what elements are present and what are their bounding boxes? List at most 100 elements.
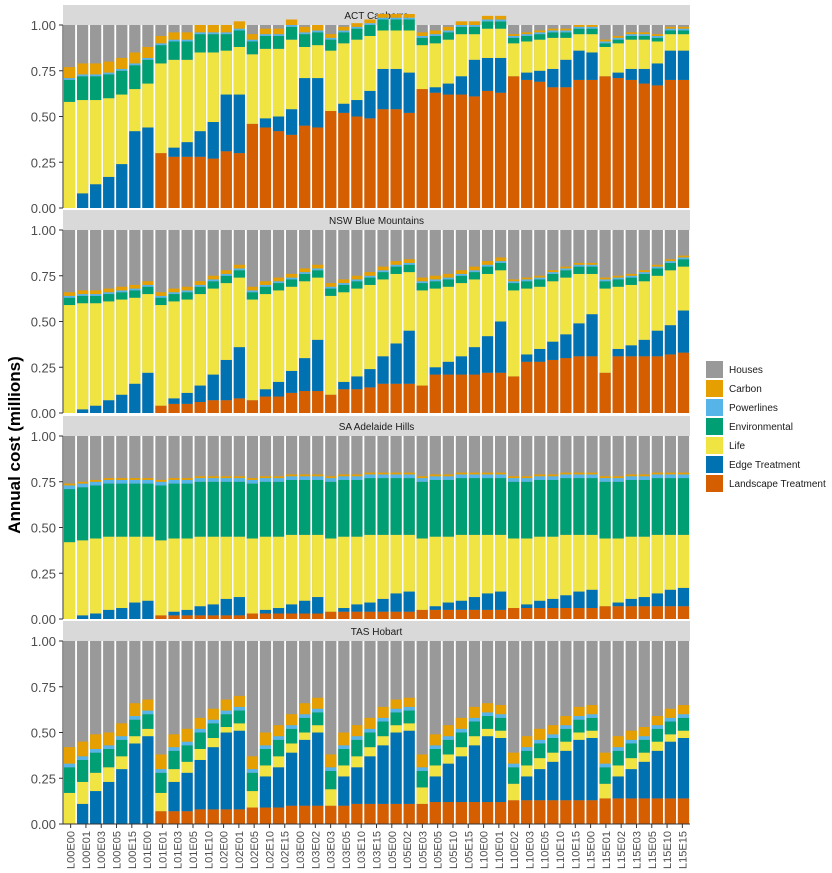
bar-segment-powerlines: [168, 747, 180, 751]
bar-segment-powerlines: [547, 272, 559, 274]
bar-segment-life: [612, 286, 624, 349]
bar-segment-edge: [129, 602, 141, 619]
bar-segment-carbon: [651, 716, 663, 726]
bar-segment-edge: [429, 87, 441, 93]
bar-segment-environmental: [194, 732, 206, 749]
bar-segment-landscape: [181, 403, 193, 413]
bar-segment-life: [547, 37, 559, 69]
bar-segment-life: [299, 281, 311, 359]
bar-segment-landscape: [194, 809, 206, 824]
bar-segment-carbon: [494, 15, 507, 20]
bar-segment-landscape: [612, 798, 624, 824]
bar-segment-carbon: [403, 259, 415, 263]
bar-segment-life: [403, 534, 415, 592]
bar-segment-environmental: [390, 19, 402, 31]
bar-segment-powerlines: [638, 476, 650, 480]
bar-segment-life: [534, 536, 546, 601]
bar-segment-environmental: [481, 266, 494, 274]
bar-segment-life: [638, 39, 650, 69]
bar-segment-environmental: [129, 719, 141, 737]
bar-segment-carbon: [625, 474, 637, 477]
bar-segment-landscape: [442, 374, 454, 413]
bar-segment-environmental: [442, 32, 454, 40]
bar-segment-powerlines: [207, 478, 219, 482]
bar-segment-powerlines: [155, 769, 167, 773]
bar-segment-landscape: [390, 383, 402, 413]
bar-segment-landscape: [612, 356, 624, 413]
bar-segment-environmental: [508, 37, 520, 44]
bar-segment-carbon: [325, 34, 337, 38]
bar-segment-carbon: [429, 30, 441, 35]
bar-segment-landscape: [416, 803, 428, 824]
bar-segment-landscape: [547, 359, 559, 413]
bar-segment-environmental: [63, 489, 76, 543]
bar-segment-environmental: [194, 481, 206, 537]
bar-segment-life: [168, 301, 180, 399]
bar-segment-environmental: [299, 479, 311, 535]
bar-segment-environmental: [494, 478, 507, 535]
bar-segment-carbon: [325, 754, 337, 768]
bar-segment-landscape: [494, 372, 507, 413]
bar-segment-landscape: [416, 385, 428, 413]
bar-segment-environmental: [481, 21, 494, 29]
bar-segment-landscape: [521, 800, 533, 824]
bar-segment-environmental: [338, 284, 350, 293]
bar-segment-landscape: [220, 615, 232, 619]
bar-segment-life: [351, 536, 363, 605]
bar-segment-landscape: [534, 608, 546, 619]
bar-segment-powerlines: [573, 474, 585, 479]
bar-segment-life: [364, 35, 376, 91]
x-tick-label: L02E05: [249, 831, 261, 869]
bar-segment-life: [468, 736, 481, 746]
bar-segment-edge: [299, 600, 311, 614]
bar-segment-life: [612, 43, 624, 73]
bar-segment-edge: [364, 369, 376, 388]
bar-segment-landscape: [351, 116, 363, 208]
bar-segment-life: [351, 39, 363, 101]
bar-segment-landscape: [560, 608, 572, 619]
bar-segment-environmental: [429, 281, 441, 289]
bar-segment-carbon: [638, 32, 650, 35]
bar-segment-life: [390, 273, 402, 344]
bar-segment-edge: [534, 348, 546, 362]
bar-segment-landscape: [664, 606, 677, 619]
bar-segment-edge: [181, 392, 193, 404]
bar-segment-powerlines: [103, 479, 115, 484]
bar-segment-powerlines: [677, 257, 690, 260]
bar-segment-powerlines: [168, 39, 180, 42]
bar-segment-carbon: [468, 472, 481, 475]
x-tick-label: L10E02: [509, 831, 521, 869]
bar-segment-life: [90, 538, 102, 614]
bar-segment-powerlines: [76, 294, 89, 296]
bar-segment-edge: [259, 776, 272, 808]
bar-segment-landscape: [547, 87, 559, 208]
bar-segment-edge: [207, 747, 219, 810]
bar-segment-carbon: [272, 277, 285, 282]
bar-segment-life: [90, 100, 102, 185]
bar-segment-environmental: [547, 479, 559, 537]
y-tick-label: 0.75: [31, 64, 56, 79]
bar-segment-edge: [351, 604, 363, 612]
bar-segment-carbon: [90, 63, 102, 75]
bar-segment-life: [168, 59, 180, 148]
panel-background: [63, 641, 690, 824]
x-tick-label: L03E02: [310, 831, 322, 869]
bar-segment-powerlines: [63, 78, 76, 80]
bar-segment-edge: [90, 405, 102, 413]
x-tick-label: L01E10: [203, 831, 215, 869]
bar-segment-carbon: [547, 28, 559, 31]
bar-segment-environmental: [103, 74, 115, 99]
bar-segment-life: [246, 791, 259, 808]
bar-segment-environmental: [442, 739, 454, 755]
bar-segment-environmental: [534, 479, 546, 537]
bar-segment-life: [534, 758, 546, 770]
bar-segment-powerlines: [416, 35, 428, 38]
bar-segment-life: [194, 52, 206, 132]
bar-segment-landscape: [364, 387, 376, 413]
bar-segment-houses: [612, 641, 624, 824]
bar-segment-edge: [377, 745, 389, 804]
bar-segment-powerlines: [220, 478, 232, 482]
bar-segment-life: [481, 28, 494, 58]
bar-segment-environmental: [155, 297, 167, 306]
x-tick-label: L02E10: [264, 831, 276, 869]
